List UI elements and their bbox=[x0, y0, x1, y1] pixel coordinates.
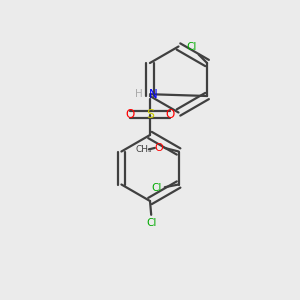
Text: H: H bbox=[135, 89, 142, 99]
Text: S: S bbox=[146, 108, 154, 121]
Text: O: O bbox=[125, 108, 134, 121]
Text: Cl: Cl bbox=[152, 183, 162, 193]
Text: Cl: Cl bbox=[146, 218, 157, 228]
Text: O: O bbox=[155, 143, 164, 153]
Text: N: N bbox=[148, 88, 158, 101]
Text: O: O bbox=[166, 108, 175, 121]
Text: CH₃: CH₃ bbox=[135, 145, 152, 154]
Text: Cl: Cl bbox=[186, 42, 197, 52]
